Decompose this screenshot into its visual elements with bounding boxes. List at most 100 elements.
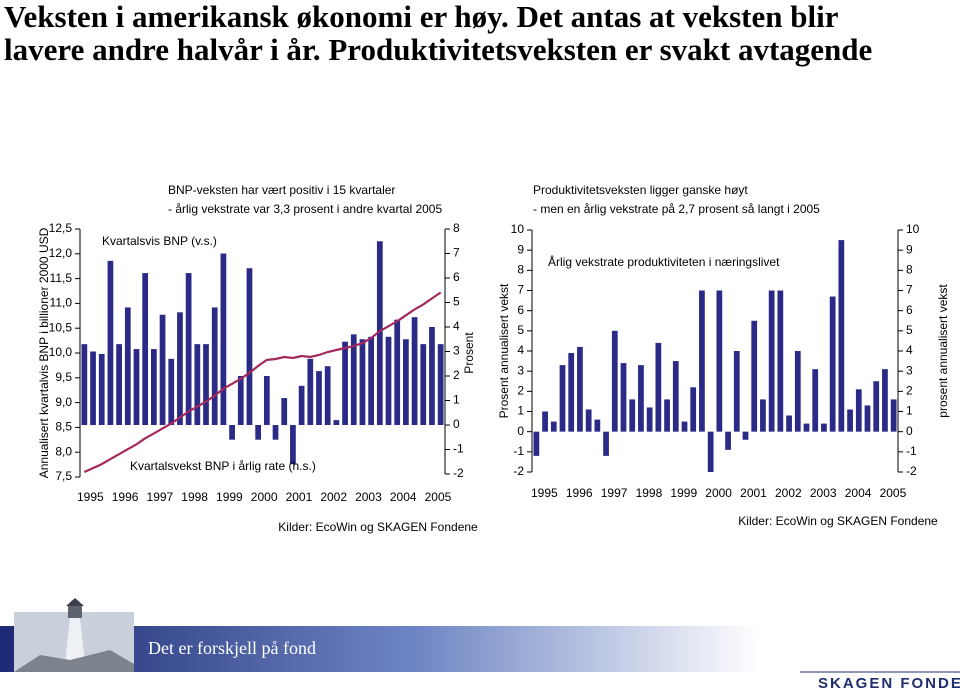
bar bbox=[847, 409, 853, 432]
left-tick-label: 9,0 bbox=[55, 395, 72, 409]
bar bbox=[255, 425, 262, 440]
right-tick-label: 6 bbox=[906, 303, 913, 317]
bar bbox=[133, 349, 140, 425]
left-tick-label: -1 bbox=[513, 444, 524, 458]
x-tick-label: 1997 bbox=[601, 486, 628, 500]
left-tick-label: 9 bbox=[517, 242, 524, 256]
bar bbox=[664, 399, 670, 432]
bar bbox=[611, 330, 618, 432]
bar bbox=[620, 363, 627, 432]
left-tick-label: 1 bbox=[517, 404, 524, 418]
x-tick-label: 1995 bbox=[77, 490, 104, 504]
chart-subtitle: - men en årlig vekstrate på 2,7 prosent … bbox=[533, 202, 820, 216]
bar bbox=[385, 336, 392, 425]
x-tick-label: 1996 bbox=[112, 490, 139, 504]
right-tick-label: 3 bbox=[453, 344, 460, 358]
bar bbox=[821, 423, 827, 432]
left-tick-label: 12,5 bbox=[49, 221, 73, 235]
bar bbox=[559, 365, 566, 432]
bar bbox=[603, 431, 609, 456]
bar bbox=[864, 405, 871, 432]
headline-line: Veksten i amerikansk økonomi er høy. Det… bbox=[4, 0, 839, 34]
x-tick-label: 2002 bbox=[320, 490, 347, 504]
bar bbox=[411, 317, 418, 425]
right-tick-label: 1 bbox=[906, 404, 913, 418]
bar bbox=[151, 349, 157, 425]
legend-label: Kvartalsvis BNP (v.s.) bbox=[102, 234, 217, 248]
left-tick-label: 0 bbox=[517, 424, 524, 438]
bar bbox=[733, 351, 740, 432]
bar bbox=[707, 431, 714, 472]
bar bbox=[229, 425, 235, 440]
bar bbox=[542, 411, 548, 432]
x-tick-label: 1995 bbox=[531, 486, 558, 500]
bar bbox=[725, 431, 731, 450]
right-tick-label: 6 bbox=[453, 270, 460, 284]
bar bbox=[768, 290, 775, 432]
bar bbox=[124, 307, 131, 425]
right-tick-label: 4 bbox=[906, 343, 913, 357]
left-tick-label: 7 bbox=[517, 283, 524, 297]
right-tick-label: -1 bbox=[906, 444, 917, 458]
bar bbox=[803, 423, 810, 432]
bar bbox=[90, 351, 96, 425]
source-note: Kilder: EcoWin og SKAGEN Fondene bbox=[738, 514, 938, 528]
bar bbox=[376, 241, 383, 425]
bar bbox=[237, 376, 244, 425]
left-tick-label: 9,5 bbox=[55, 370, 72, 384]
left-tick-label: 2 bbox=[517, 384, 524, 398]
x-tick-label: 2005 bbox=[425, 490, 452, 504]
right-tick-label: 5 bbox=[453, 295, 460, 309]
bar bbox=[298, 385, 305, 425]
left-tick-label: 4 bbox=[517, 343, 524, 357]
bar bbox=[699, 290, 705, 432]
bar bbox=[533, 431, 540, 456]
chart-title: Produktivitetsveksten ligger ganske høyt bbox=[533, 183, 748, 197]
bar bbox=[194, 344, 201, 425]
left-tick-label: 10 bbox=[511, 222, 525, 236]
bar bbox=[838, 240, 845, 432]
bar bbox=[394, 319, 401, 425]
right-tick-label: 7 bbox=[453, 246, 460, 260]
bar bbox=[437, 344, 444, 425]
bar bbox=[760, 399, 766, 432]
x-tick-label: 1998 bbox=[636, 486, 663, 500]
headline-line: lavere andre halvår i år. Produktivitets… bbox=[4, 32, 872, 67]
bar bbox=[168, 358, 175, 425]
x-tick-label: 1999 bbox=[670, 486, 697, 500]
left-tick-label: 10,5 bbox=[49, 320, 73, 334]
x-tick-label: 1998 bbox=[181, 490, 208, 504]
right-tick-label: 7 bbox=[906, 283, 913, 297]
left-tick-label: 8 bbox=[517, 263, 524, 277]
bar bbox=[350, 334, 357, 425]
bar bbox=[185, 273, 192, 425]
right-tick-label: 8 bbox=[453, 221, 460, 235]
logo: SKAGEN FONDENE bbox=[818, 675, 960, 692]
bar bbox=[342, 341, 348, 425]
y2-axis-title: Prosent bbox=[462, 332, 476, 374]
left-tick-label: 7,5 bbox=[55, 469, 72, 483]
bar bbox=[777, 290, 784, 432]
right-tick-label: 4 bbox=[453, 319, 460, 333]
right-tick-label: 2 bbox=[906, 384, 913, 398]
right-tick-label: 0 bbox=[453, 417, 460, 431]
bar bbox=[550, 421, 557, 432]
x-tick-label: 2002 bbox=[775, 486, 802, 500]
slogan: Det er forskjell på fond bbox=[148, 638, 316, 658]
x-tick-label: 1999 bbox=[216, 490, 243, 504]
bar bbox=[646, 407, 653, 432]
x-tick-label: 2005 bbox=[880, 486, 907, 500]
bar bbox=[368, 336, 374, 425]
bar bbox=[159, 314, 166, 425]
bar bbox=[751, 320, 758, 432]
left-tick-label: 11,5 bbox=[50, 271, 73, 285]
bar bbox=[629, 399, 636, 432]
bar bbox=[585, 409, 592, 432]
chart-title: BNP-veksten har vært positiv i 15 kvarta… bbox=[168, 183, 395, 197]
bar bbox=[890, 399, 897, 432]
bar bbox=[786, 415, 792, 432]
bar bbox=[690, 387, 697, 432]
bar bbox=[681, 421, 688, 432]
bar bbox=[107, 260, 114, 425]
